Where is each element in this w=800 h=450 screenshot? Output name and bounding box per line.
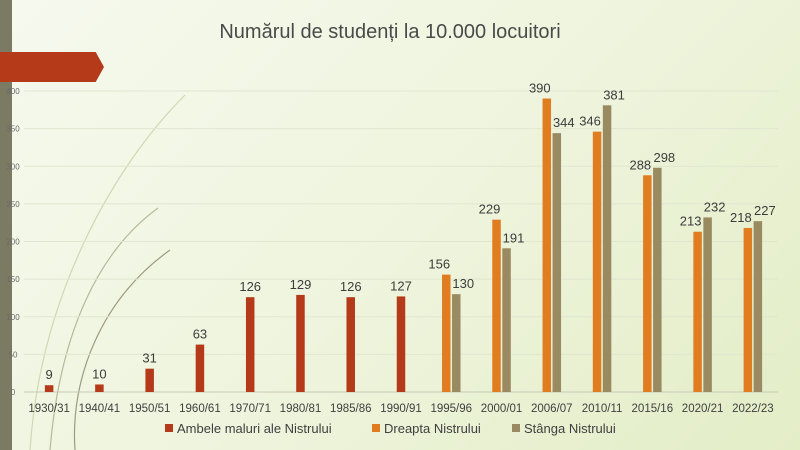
bar (643, 175, 652, 392)
bar (396, 296, 406, 392)
y-axis: 0 50 100 150 200 250 300 350 400 (6, 87, 20, 397)
x-tick-label: 2006/07 (531, 403, 573, 415)
legend-swatch (165, 424, 173, 432)
bar (452, 294, 461, 392)
data-label: 298 (653, 150, 675, 165)
x-tick-label: 1960/61 (179, 403, 221, 415)
y-tick-label: 400 (6, 87, 20, 96)
data-label: 31 (142, 351, 156, 366)
bar (542, 98, 552, 393)
y-tick-label: 0 (11, 388, 16, 397)
legend: Ambele maluri ale Nistrului Dreapta Nistr… (165, 421, 616, 436)
legend-swatch (512, 424, 520, 432)
bar (296, 294, 305, 392)
x-tick-label: 1950/51 (129, 403, 171, 415)
y-tick-label: 350 (6, 125, 20, 134)
x-tick-label: 1940/41 (79, 403, 121, 415)
data-label: 344 (553, 115, 575, 130)
data-label: 232 (704, 199, 726, 214)
bar (552, 133, 562, 392)
x-tick-label: 2010/11 (582, 403, 623, 415)
data-label: 191 (503, 230, 525, 245)
data-label: 229 (479, 202, 501, 217)
x-tick-label: 2015/16 (632, 403, 674, 415)
bar (442, 274, 451, 392)
x-tick-label: 1970/71 (229, 403, 271, 415)
legend-entry: Ambele maluri ale Nistrului (177, 421, 332, 436)
y-tick-label: 150 (6, 275, 20, 284)
slide-left-bar (0, 0, 12, 450)
data-label: 156 (428, 257, 450, 272)
data-label: 129 (290, 277, 312, 292)
x-tick-label: 1930/31 (28, 403, 70, 415)
data-label: 126 (340, 279, 362, 294)
data-label: 390 (529, 81, 551, 96)
data-label: 9 (46, 367, 53, 382)
bar (195, 344, 205, 392)
bar (753, 221, 763, 392)
data-label: 130 (452, 276, 474, 291)
data-label: 227 (754, 203, 776, 218)
x-tick-label: 2020/21 (682, 403, 724, 415)
bar (743, 227, 753, 392)
x-tick-label: 1985/86 (330, 403, 372, 415)
data-label: 381 (603, 87, 625, 102)
x-tick-label: 2000/01 (481, 403, 523, 415)
y-tick-label: 100 (6, 313, 20, 322)
bar (145, 368, 154, 392)
y-tick-label: 50 (9, 350, 18, 359)
slide-accent-tab (0, 52, 104, 82)
bar (492, 219, 501, 392)
x-tick-label: 2022/23 (732, 403, 774, 415)
data-label: 126 (239, 279, 261, 294)
bar (653, 167, 662, 392)
data-label: 63 (193, 327, 207, 342)
data-label: 213 (680, 214, 702, 229)
data-label: 10 (92, 366, 106, 381)
chart-title: Numărul de studenți la 10.000 locuitori (219, 21, 560, 43)
bar (602, 105, 612, 393)
legend-entry: Stânga Nistrului (524, 421, 616, 436)
bar (245, 297, 255, 392)
data-label: 288 (629, 157, 651, 172)
bar (592, 131, 602, 392)
x-tick-label: 1980/81 (280, 403, 322, 415)
bar (703, 217, 712, 392)
data-label: 346 (579, 114, 601, 129)
legend-entry: Dreapta Nistrului (384, 421, 481, 436)
legend-swatch (372, 424, 380, 432)
data-label: 127 (390, 278, 412, 293)
bar (502, 248, 511, 392)
data-label: 218 (730, 210, 752, 225)
y-tick-label: 300 (6, 162, 20, 171)
bar (693, 231, 702, 392)
y-tick-label: 250 (6, 200, 20, 209)
bar (44, 385, 54, 392)
decorative-swirls (29, 94, 186, 450)
x-tick-label: 1990/91 (380, 403, 422, 415)
bars (44, 98, 763, 393)
x-axis: 1930/31 1940/41 1950/51 1960/61 1970/71 1980/… (28, 403, 773, 415)
bar (95, 384, 104, 392)
bar (346, 297, 355, 392)
x-tick-label: 1995/96 (430, 403, 472, 415)
y-tick-label: 200 (6, 238, 20, 247)
